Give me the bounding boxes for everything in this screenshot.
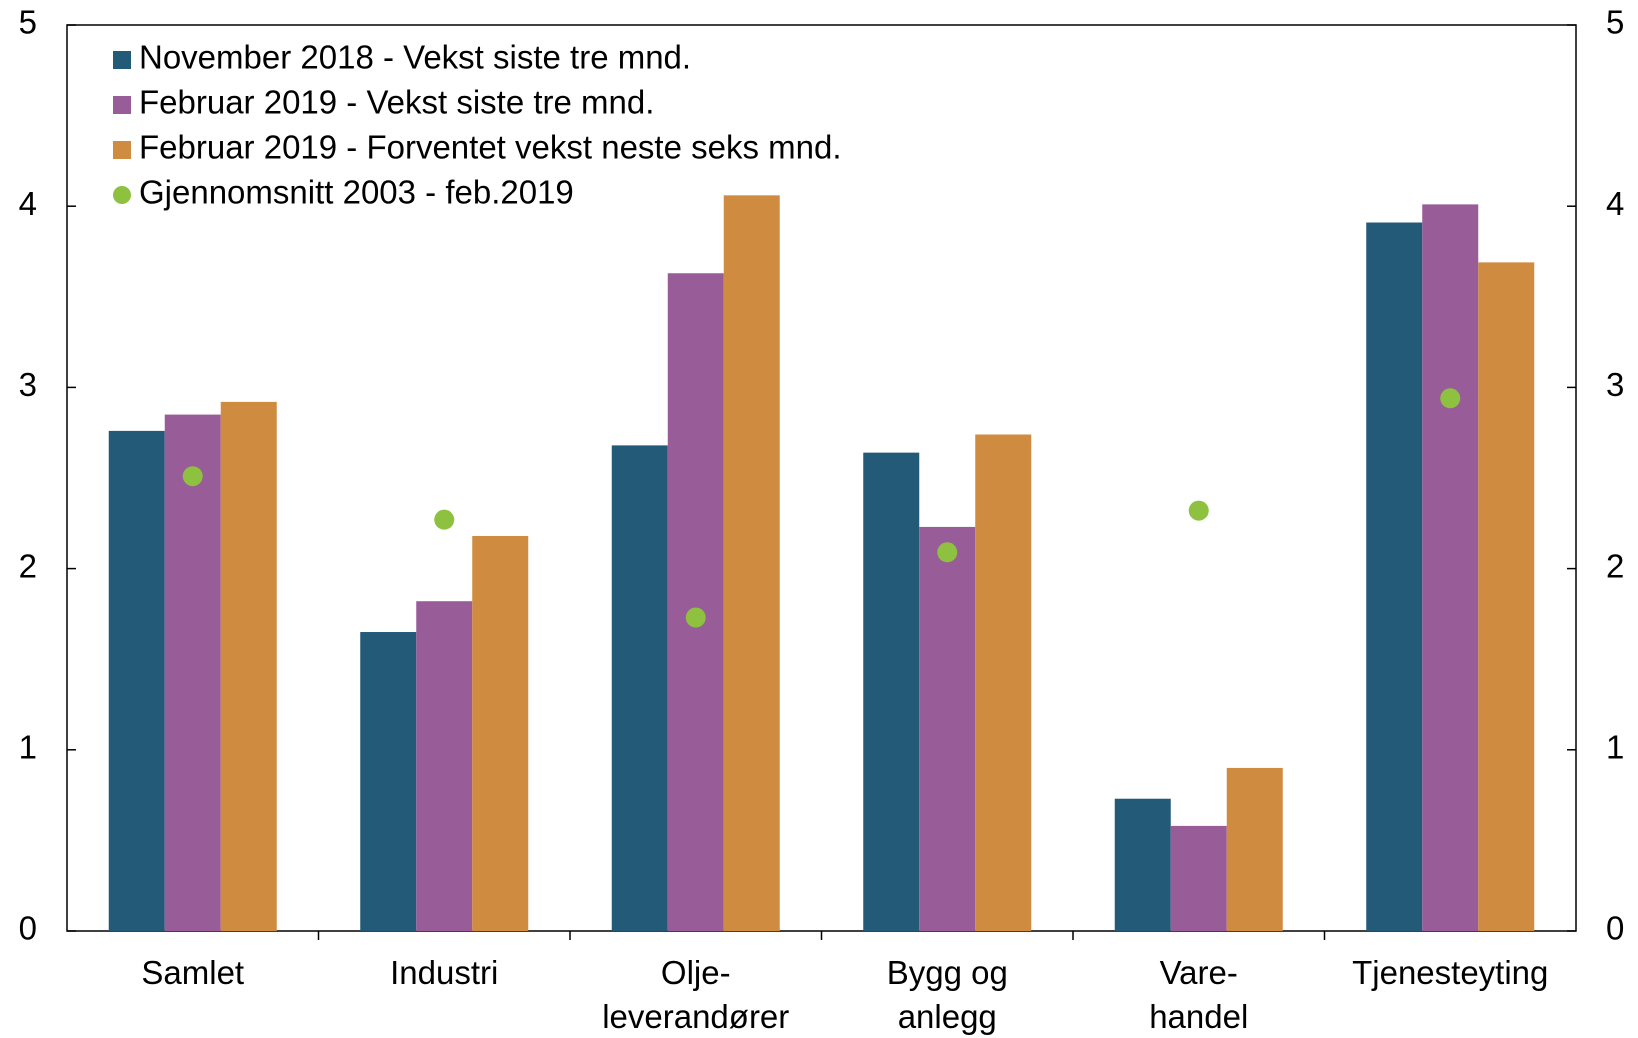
y-tick-label: 3 bbox=[19, 366, 37, 403]
avg-dot bbox=[182, 466, 203, 487]
legend-swatch bbox=[113, 51, 131, 69]
x-tick-line: Olje- bbox=[661, 954, 731, 991]
bar bbox=[863, 452, 920, 931]
bar bbox=[1226, 767, 1283, 931]
y-tick-label: 5 bbox=[19, 4, 37, 41]
legend-label: Februar 2019 - Forventet vekst neste sek… bbox=[139, 129, 842, 166]
x-tick-line: leverandører bbox=[602, 998, 789, 1035]
y2-tick-label: 5 bbox=[1606, 4, 1624, 41]
y-tick-label: 2 bbox=[19, 547, 37, 584]
y-tick-label: 0 bbox=[19, 910, 37, 947]
x-tick-line: Tjenesteyting bbox=[1352, 954, 1548, 991]
x-tick-line: handel bbox=[1149, 998, 1248, 1035]
y-tick-label: 4 bbox=[19, 185, 37, 222]
x-tick-line: Samlet bbox=[141, 954, 244, 991]
bar bbox=[1366, 222, 1423, 931]
bar bbox=[1478, 262, 1535, 931]
bar bbox=[360, 632, 417, 931]
bar bbox=[919, 526, 976, 931]
x-tick-line: anlegg bbox=[898, 998, 997, 1035]
bar bbox=[1114, 798, 1171, 931]
x-tick-label: Tjenesteyting bbox=[1352, 954, 1548, 991]
x-tick-label: Vare-handel bbox=[1149, 954, 1248, 1035]
legend-label: Gjennomsnitt 2003 - feb.2019 bbox=[139, 174, 574, 211]
bar bbox=[472, 535, 529, 931]
legend-label: Februar 2019 - Vekst siste tre mnd. bbox=[139, 84, 654, 121]
bar bbox=[611, 445, 668, 931]
bar bbox=[220, 401, 277, 931]
y2-tick-label: 3 bbox=[1606, 366, 1624, 403]
x-tick-label: Samlet bbox=[141, 954, 244, 991]
avg-dot bbox=[937, 542, 958, 563]
x-tick-line: Vare- bbox=[1160, 954, 1238, 991]
legend-label: November 2018 - Vekst siste tre mnd. bbox=[139, 39, 691, 76]
y2-tick-label: 4 bbox=[1606, 185, 1624, 222]
x-tick-line: Industri bbox=[390, 954, 498, 991]
legend-swatch bbox=[113, 141, 131, 159]
bar bbox=[667, 273, 724, 931]
x-tick-label: Industri bbox=[390, 954, 498, 991]
y2-tick-label: 0 bbox=[1606, 910, 1624, 947]
bar bbox=[108, 430, 165, 931]
y2-tick-label: 1 bbox=[1606, 729, 1624, 766]
avg-dot bbox=[685, 607, 706, 628]
bar bbox=[723, 195, 780, 931]
bar bbox=[1170, 825, 1227, 931]
avg-dot bbox=[1188, 500, 1209, 521]
x-tick-label: Olje-leverandører bbox=[602, 954, 789, 1035]
x-tick-label: Bygg og anlegg bbox=[887, 954, 1008, 1035]
bar bbox=[416, 601, 473, 931]
x-tick-line: Bygg og bbox=[887, 954, 1008, 991]
bar bbox=[164, 414, 221, 932]
avg-dot bbox=[434, 509, 455, 530]
bar bbox=[1422, 204, 1479, 931]
avg-dot bbox=[1440, 388, 1461, 409]
y2-tick-label: 2 bbox=[1606, 547, 1624, 584]
y-tick-label: 1 bbox=[19, 729, 37, 766]
bar bbox=[975, 434, 1032, 931]
legend-swatch bbox=[113, 96, 131, 114]
legend-dot bbox=[113, 186, 131, 204]
